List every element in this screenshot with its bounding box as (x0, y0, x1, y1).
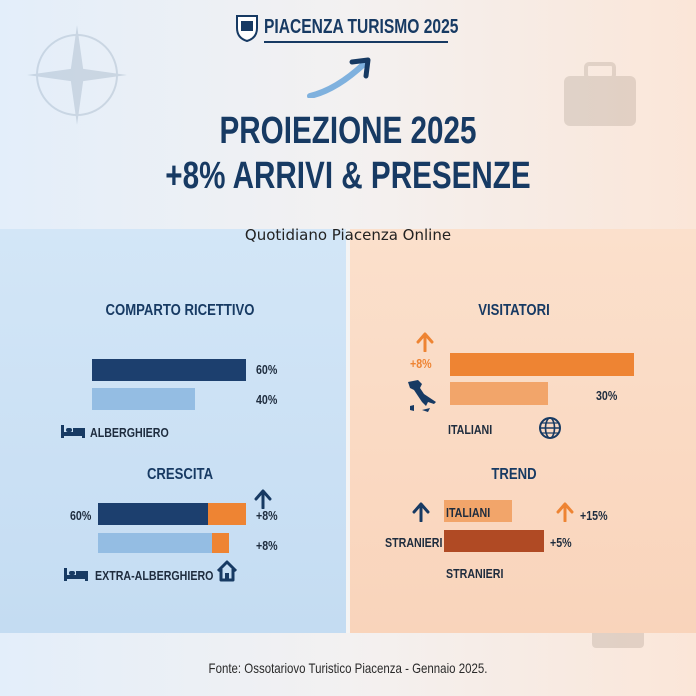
visitatori-bar-2 (450, 382, 548, 405)
crescita-left-label: 60% (70, 508, 92, 523)
trend-italiani-growth: +15% (580, 508, 608, 523)
bed-icon (64, 568, 88, 581)
crescita-growth-label-2: +8% (256, 538, 278, 553)
arrow-up-icon (412, 502, 430, 522)
italiani-legend: ITALIANI (448, 422, 493, 437)
visitatori-label-30: 30% (596, 388, 618, 403)
crescita-heading: CRESCITA (146, 466, 214, 483)
trend-stranieri-growth: +5% (550, 535, 572, 550)
crescita-base-bar-1 (98, 503, 208, 525)
trend-italiani-bar (444, 500, 512, 522)
trend-stranieri-bottom-label: STRANIERI (446, 566, 504, 581)
italy-map-icon (408, 380, 436, 412)
panel-divider (346, 229, 350, 633)
globe-icon (539, 417, 561, 439)
footer-source: Fonte: Ossotariovo Turistico Piacenza - … (208, 660, 488, 676)
comparto-bar-60 (92, 359, 246, 381)
trend-stranieri-bar (444, 530, 544, 552)
house-icon (216, 560, 238, 582)
main-title-line2: +8% ARRIVI & PRESENZE (165, 155, 531, 197)
trend-arrow-icon (307, 57, 371, 98)
crescita-base-bar-2 (98, 533, 212, 553)
trend-italiani-label: ITALIANI (446, 505, 491, 520)
brand-name: PIACENZA TURISMO 2025 (264, 16, 459, 38)
compass-icon (27, 25, 127, 125)
visitatori-heading: VISITATORI (478, 302, 550, 319)
extra-alberghiero-legend: EXTRA-ALBERGHIERO (95, 568, 214, 583)
bed-icon (61, 425, 85, 438)
main-title-line1: PROIEZIONE 2025 (219, 110, 477, 152)
crescita-growth-bar-2 (212, 533, 229, 553)
comparto-label-40: 40% (256, 392, 278, 407)
shield-icon (236, 15, 258, 42)
comparto-bar-40 (92, 388, 195, 410)
trend-heading: TREND (491, 466, 537, 483)
left-panel (0, 229, 346, 633)
source-overlay: Quotidiano Piacenza Online (244, 226, 452, 244)
visitatori-growth-label: +8% (410, 356, 432, 371)
comparto-label-60: 60% (256, 362, 278, 377)
arrow-up-icon (556, 502, 574, 522)
right-panel (350, 229, 696, 633)
alberghiero-legend: ALBERGHIERO (90, 425, 169, 440)
crescita-growth-bar-1 (208, 503, 246, 525)
crescita-growth-label-1: +8% (256, 508, 278, 523)
comparto-heading: COMPARTO RICETTIVO (105, 302, 255, 319)
visitatori-bar-1 (450, 353, 634, 376)
trend-stranieri-left-label: STRANIERI (385, 535, 443, 550)
brand-underline (264, 41, 448, 43)
arrow-up-icon (254, 489, 272, 509)
suitcase-icon (564, 62, 636, 126)
arrow-up-icon (416, 332, 434, 352)
